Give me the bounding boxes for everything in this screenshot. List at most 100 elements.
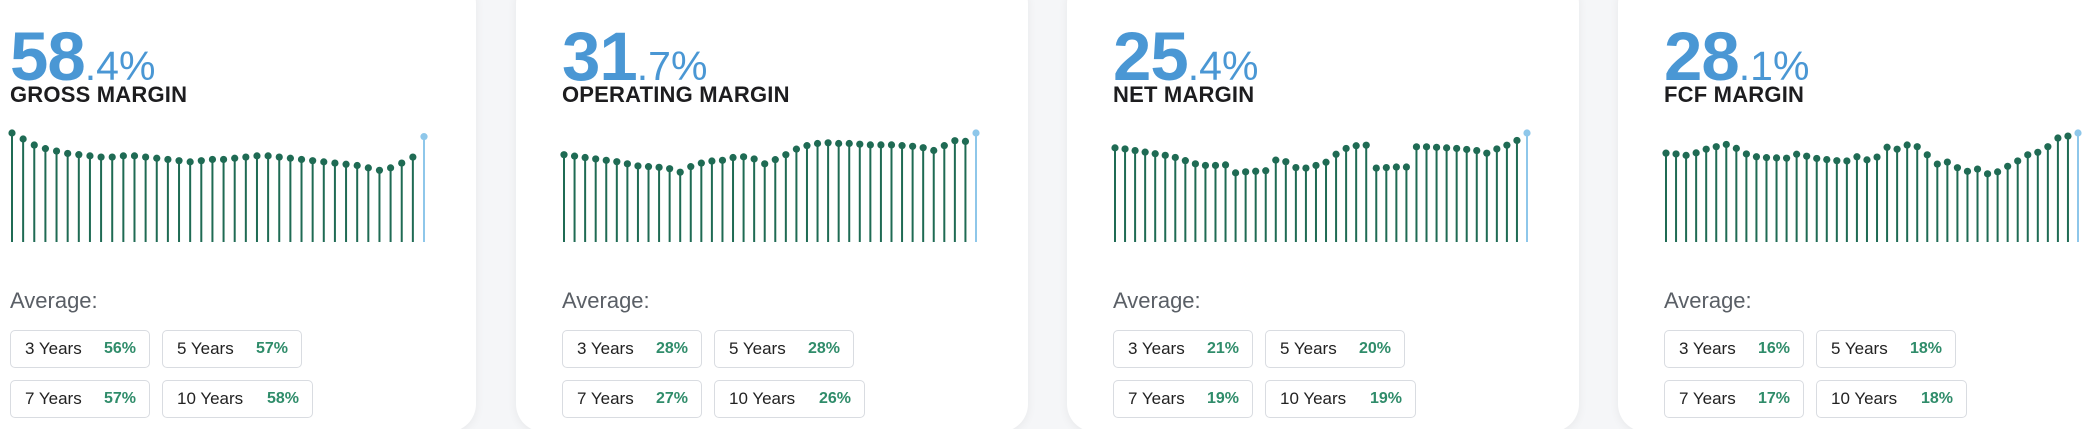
spark-point <box>1201 161 1210 170</box>
period-label: 7 Years <box>577 389 634 408</box>
spark-point <box>75 151 83 159</box>
spark-point <box>1913 143 1921 151</box>
average-pill-10y[interactable]: 10 Years 58% <box>162 380 313 418</box>
spark-point <box>824 139 832 147</box>
sparkline-chart <box>1111 129 1531 242</box>
spark-point <box>1672 150 1680 158</box>
average-pill-10y[interactable]: 10 Years 18% <box>1816 380 1967 418</box>
spark-point <box>1111 144 1119 152</box>
spark-point <box>1953 164 1962 172</box>
spark-point <box>835 139 843 148</box>
period-label: 7 Years <box>25 389 82 408</box>
period-label: 3 Years <box>1679 339 1736 358</box>
spark-point <box>919 144 927 152</box>
spark-point <box>644 163 653 171</box>
spark-point <box>750 155 758 163</box>
spark-point <box>2004 162 2012 170</box>
spark-point <box>676 168 684 176</box>
period-label: 5 Years <box>1280 339 1337 358</box>
spark-point <box>1933 160 1941 168</box>
average-pill-3y[interactable]: 3 Years 56% <box>10 330 150 368</box>
big-number: 28.1% <box>1664 22 1809 91</box>
spark-point <box>142 153 150 161</box>
spark-point <box>1312 161 1320 170</box>
average-pill-5y[interactable]: 5 Years 20% <box>1265 330 1405 368</box>
spark-point <box>409 153 417 161</box>
spark-point <box>1732 144 1740 152</box>
average-pill-7y[interactable]: 7 Years 27% <box>562 380 702 418</box>
spark-point <box>119 152 127 160</box>
average-pill-3y[interactable]: 3 Years 21% <box>1113 330 1253 368</box>
big-number: 58.4% <box>10 22 155 91</box>
average-pill-5y[interactable]: 5 Years 57% <box>162 330 302 368</box>
big-number: 25.4% <box>1113 22 1258 91</box>
spark-point <box>264 152 272 160</box>
spark-point <box>856 140 864 148</box>
spark-point <box>342 160 350 168</box>
spark-point <box>1352 142 1360 150</box>
spark-point <box>1742 150 1750 158</box>
period-label: 10 Years <box>177 389 244 408</box>
average-pill-3y[interactable]: 3 Years 28% <box>562 330 702 368</box>
spark-point <box>2034 148 2042 156</box>
average-value: 26% <box>818 390 851 407</box>
average-pill-5y[interactable]: 5 Years 18% <box>1816 330 1956 368</box>
spark-point <box>1893 145 1901 153</box>
spark-point <box>1883 143 1891 151</box>
average-value: 28% <box>655 340 688 357</box>
spark-point <box>1453 144 1461 153</box>
spark-point <box>1262 167 1270 175</box>
spark-point <box>581 153 589 162</box>
spark-point <box>1503 141 1511 149</box>
spark-point <box>1342 144 1350 153</box>
spark-point <box>253 152 261 160</box>
average-title: Average: <box>562 288 650 313</box>
card-operating-margin: 31.7% OPERATING MARGIN Average: 3 Years 2… <box>516 0 1028 429</box>
value-integer: 31 <box>562 18 638 95</box>
spark-point <box>1402 163 1411 171</box>
card-gross-margin: 58.4% GROSS MARGIN Average: 3 Years 56% 5… <box>0 0 476 429</box>
average-value: 20% <box>1358 340 1391 357</box>
average-pill-5y[interactable]: 5 Years 28% <box>714 330 854 368</box>
average-value: 18% <box>1920 390 1953 407</box>
average-pill-7y[interactable]: 7 Years 57% <box>10 380 150 418</box>
average-pill-3y[interactable]: 3 Years 16% <box>1664 330 1804 368</box>
spark-point <box>130 152 139 160</box>
spark-point <box>2074 129 2082 137</box>
spark-point <box>1171 153 1179 162</box>
average-value: 18% <box>1909 340 1942 357</box>
spark-point <box>951 137 959 145</box>
spark-point <box>1483 149 1491 157</box>
spark-point <box>1372 164 1380 172</box>
spark-point <box>961 137 970 146</box>
spark-point <box>1963 167 1972 175</box>
average-value: 16% <box>1757 340 1790 357</box>
average-pill-7y[interactable]: 7 Years 19% <box>1113 380 1253 418</box>
spark-point <box>1151 150 1159 158</box>
spark-point <box>602 156 610 164</box>
spark-point <box>803 142 811 150</box>
spark-point <box>1702 145 1710 153</box>
average-pill-7y[interactable]: 7 Years 17% <box>1664 380 1804 418</box>
spark-point <box>108 153 116 161</box>
spark-point <box>940 142 948 150</box>
period-label: 10 Years <box>1831 389 1898 408</box>
spark-point <box>1762 154 1771 162</box>
spark-point <box>64 149 72 158</box>
card-body: 25.4% NET MARGIN Average: 3 Years 21% 5 Y… <box>1111 0 1579 429</box>
spark-point <box>175 157 183 165</box>
spark-point <box>1853 153 1861 161</box>
spark-point <box>697 159 705 167</box>
average-pill-10y[interactable]: 10 Years 19% <box>1265 380 1416 418</box>
spark-point <box>1211 161 1220 170</box>
period-label: 7 Years <box>1128 389 1185 408</box>
card-fcf-margin: 28.1% FCF MARGIN Average: 3 Years 16% 5 Y… <box>1618 0 2092 429</box>
period-label: 5 Years <box>729 339 786 358</box>
average-pill-10y[interactable]: 10 Years 26% <box>714 380 865 418</box>
value-decimal: .4% <box>84 43 156 89</box>
spark-point <box>1191 160 1199 168</box>
spark-point <box>782 151 790 159</box>
spark-point <box>420 133 428 141</box>
average-value: 28% <box>807 340 840 357</box>
average-title: Average: <box>1113 288 1201 313</box>
